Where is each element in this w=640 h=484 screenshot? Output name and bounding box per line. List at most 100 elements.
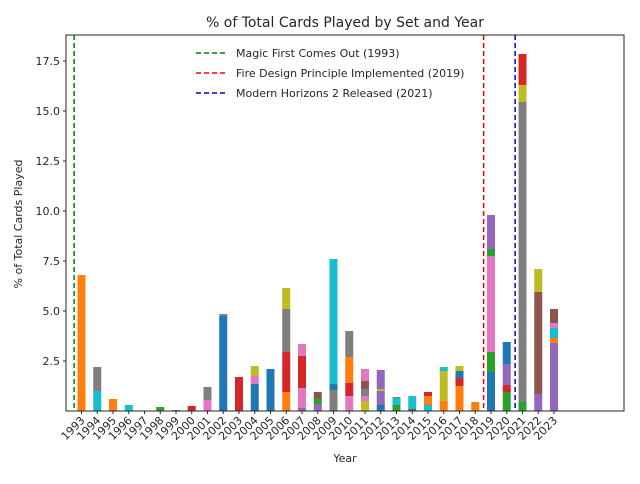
bars-layer <box>77 54 558 411</box>
bar-segment-2019-2 <box>487 256 495 352</box>
bar-segment-1993-0 <box>77 275 86 411</box>
bar-segment-2022-2 <box>534 269 543 292</box>
bar-segment-1994-0 <box>93 391 102 411</box>
bar-segment-2023-4 <box>550 309 558 323</box>
chart-title: % of Total Cards Played by Set and Year <box>206 15 484 31</box>
bar-segment-2002-1 <box>219 314 228 316</box>
bar-segment-2016-2 <box>439 367 448 371</box>
legend-label-0: Magic First Comes Out (1993) <box>236 47 400 60</box>
bar-segment-2010-0 <box>345 396 354 411</box>
bar-segment-2007-2 <box>298 356 306 388</box>
bar-segment-2021-2 <box>518 85 527 102</box>
bar-segment-2012-1 <box>376 391 385 405</box>
bar-segment-2002-0 <box>219 316 228 411</box>
bar-segment-2009-0 <box>329 390 338 411</box>
bar-segment-2020-1 <box>502 385 511 392</box>
y-tick-label: 2.5 <box>43 355 61 368</box>
bar-segment-2006-2 <box>282 309 291 352</box>
bar-segment-2012-0 <box>376 405 385 411</box>
plot-frame <box>65 34 625 412</box>
bar-segment-2009-1 <box>329 384 338 390</box>
bar-segment-2008-2 <box>313 392 322 399</box>
bar-segment-2001-0 <box>203 400 212 411</box>
bar-segment-2011-1 <box>361 396 369 401</box>
x-axis: 1993199419951996199719981999200020012002… <box>59 411 560 443</box>
bar-segment-1996-0 <box>124 405 133 411</box>
bar-segment-2017-3 <box>455 366 464 371</box>
bar-segment-2004-2 <box>250 366 259 376</box>
bar-segment-2021-0 <box>518 402 527 411</box>
bar-segment-2015-1 <box>424 396 432 405</box>
bar-segment-2013-2 <box>392 397 401 398</box>
legend: Magic First Comes Out (1993) Fire Design … <box>196 47 464 100</box>
y-tick-label: 10.0 <box>36 205 61 218</box>
y-axis: 2.5 5.0 7.5 10.0 12.5 15.0 17.5 <box>36 55 66 368</box>
bar-segment-2015-2 <box>424 392 432 396</box>
bar-segment-2021-3 <box>518 54 527 85</box>
bar-segment-2011-3 <box>361 381 369 389</box>
bar-segment-2011-0 <box>361 401 369 411</box>
bar-segment-2016-0 <box>439 401 448 411</box>
bar-segment-2012-3 <box>376 370 385 389</box>
bar-segment-2011-4 <box>361 369 369 381</box>
bar-segment-2001-1 <box>203 387 212 400</box>
y-tick-label: 7.5 <box>43 255 61 268</box>
bar-segment-1995-0 <box>109 399 117 411</box>
bar-segment-2020-2 <box>502 364 511 385</box>
bar-segment-2012-2 <box>376 389 385 391</box>
bar-segment-2023-2 <box>550 328 558 338</box>
bar-segment-2007-0 <box>298 408 306 411</box>
bar-segment-2013-1 <box>392 398 401 405</box>
bar-segment-2007-3 <box>298 344 306 356</box>
bar-segment-2006-3 <box>282 288 291 309</box>
legend-label-2: Modern Horizons 2 Released (2021) <box>236 87 433 100</box>
y-tick-label: 17.5 <box>36 55 61 68</box>
bar-segment-2010-3 <box>345 331 354 357</box>
bar-segment-2015-0 <box>424 405 432 411</box>
x-axis-label: Year <box>332 452 357 465</box>
y-axis-label: % of Total Cards Played <box>12 160 25 289</box>
bar-segment-2007-1 <box>298 388 306 408</box>
bar-segment-2003-0 <box>235 377 243 411</box>
event-lines <box>73 35 516 411</box>
bar-segment-2023-1 <box>550 338 558 343</box>
bar-segment-2009-2 <box>329 259 338 384</box>
bar-segment-2010-1 <box>345 383 354 396</box>
bar-segment-2023-0 <box>550 343 558 411</box>
bar-segment-2006-1 <box>282 352 291 392</box>
bar-segment-2019-0 <box>487 372 495 411</box>
bar-segment-2020-3 <box>502 342 511 364</box>
bar-segment-2011-2 <box>361 389 369 396</box>
y-tick-label: 12.5 <box>36 155 61 168</box>
bar-segment-2010-2 <box>345 357 354 383</box>
bar-segment-2017-1 <box>455 378 464 386</box>
bar-segment-2022-1 <box>534 292 543 394</box>
bar-segment-2008-1 <box>313 399 322 404</box>
bar-segment-2014-1 <box>408 396 417 409</box>
y-tick-label: 5.0 <box>43 305 61 318</box>
bar-segment-1998-0 <box>156 407 165 411</box>
bar-segment-2014-0 <box>408 409 417 411</box>
bar-segment-2021-1 <box>518 102 527 402</box>
bar-segment-2017-2 <box>455 371 464 378</box>
legend-label-1: Fire Design Principle Implemented (2019) <box>236 67 464 80</box>
bar-segment-2020-0 <box>502 392 511 411</box>
bar-segment-2004-1 <box>250 376 259 384</box>
y-tick-label: 15.0 <box>36 105 61 118</box>
bar-segment-2000-0 <box>187 406 196 411</box>
bar-segment-2019-1 <box>487 352 495 372</box>
bar-segment-2004-0 <box>250 384 259 411</box>
bar-segment-2018-0 <box>471 402 480 411</box>
bar-segment-2006-0 <box>282 392 291 411</box>
bar-segment-2019-3 <box>487 249 495 256</box>
bar-segment-2008-0 <box>313 404 322 411</box>
bar-segment-2017-0 <box>455 386 464 411</box>
bar-segment-2013-0 <box>392 405 401 411</box>
bar-segment-2022-0 <box>534 394 543 411</box>
bar-segment-2019-4 <box>487 215 495 249</box>
bar-segment-2005-0 <box>266 369 275 411</box>
bar-segment-2016-1 <box>439 371 448 401</box>
bar-segment-1994-1 <box>93 367 102 391</box>
